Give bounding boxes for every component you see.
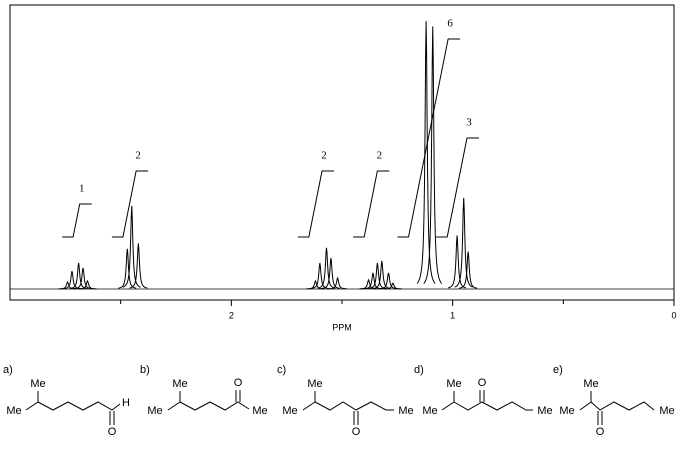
integral-label: 2 [377,150,383,162]
integral-trace [62,203,92,238]
peak [447,235,467,289]
atom-label: Me [446,378,461,390]
option-label: e) [553,364,563,376]
peak [383,282,402,290]
integral-label: 3 [466,117,472,129]
bond [314,401,394,411]
atom-label: Me [559,405,574,417]
bond [37,401,121,411]
peak [317,247,336,289]
peak [379,272,398,290]
atom-label: Me [398,405,413,417]
peak [118,248,137,289]
peak [73,267,93,290]
x-tick-label: 2 [229,310,234,320]
bond [590,401,655,411]
atom-label: O [596,426,605,438]
bond [579,391,592,411]
bond [25,391,39,411]
integral-trace [397,38,461,238]
peak [122,205,141,288]
x-axis-label: PPM [332,322,352,332]
option-b: b) Me Me O Me [140,364,268,417]
option-d: d) Me Me O Me [414,364,553,417]
x-tick-label: 1 [450,310,455,320]
plot-frame [9,4,675,301]
atom-label: Me [30,378,45,390]
integral-trace [297,170,335,238]
atom-label: Me [147,405,162,417]
peak [423,26,443,284]
bond [302,391,316,411]
bond [441,391,455,411]
atom-label: H [122,397,130,409]
option-label: d) [414,364,424,376]
peak [58,281,77,290]
option-label: a) [3,364,13,376]
option-label: c) [277,364,286,376]
integral-trace [436,137,479,238]
option-e: e) Me Me O Me [553,364,675,438]
bond [453,401,533,411]
peak [459,251,478,289]
x-tick-label: 0 [671,310,676,320]
atom-label: Me [583,378,598,390]
integral-trace [111,170,149,238]
atom-label: Me [307,378,322,390]
peak [454,197,473,288]
bond [179,401,250,411]
peak [363,272,383,290]
integral-label: 1 [79,183,85,195]
atom-label: Me [252,405,267,417]
peak [310,262,329,289]
atom-label: O [234,377,243,389]
atom-label: O [478,377,487,389]
atom-label: O [108,426,117,438]
option-a: a) Me Me H O [3,364,130,438]
atom-label: O [352,426,361,438]
integral-label: 2 [135,150,141,162]
atom-label: Me [422,405,437,417]
peak [328,276,347,290]
atom-label: Me [282,405,297,417]
atom-label: Me [659,405,674,417]
integral-label: 6 [447,18,453,30]
atom-label: Me [6,405,21,417]
integral-label: 2 [321,150,327,162]
atom-label: Me [537,405,552,417]
option-label: b) [140,364,150,376]
option-c: c) Me Me O Me [277,364,414,438]
peak [129,243,148,289]
bond [167,391,181,411]
peak [321,257,340,289]
peak [372,260,391,289]
peak [306,279,325,290]
atom-label: Me [172,378,187,390]
integral-trace [353,170,390,238]
peak [416,21,436,284]
peak [78,279,97,290]
